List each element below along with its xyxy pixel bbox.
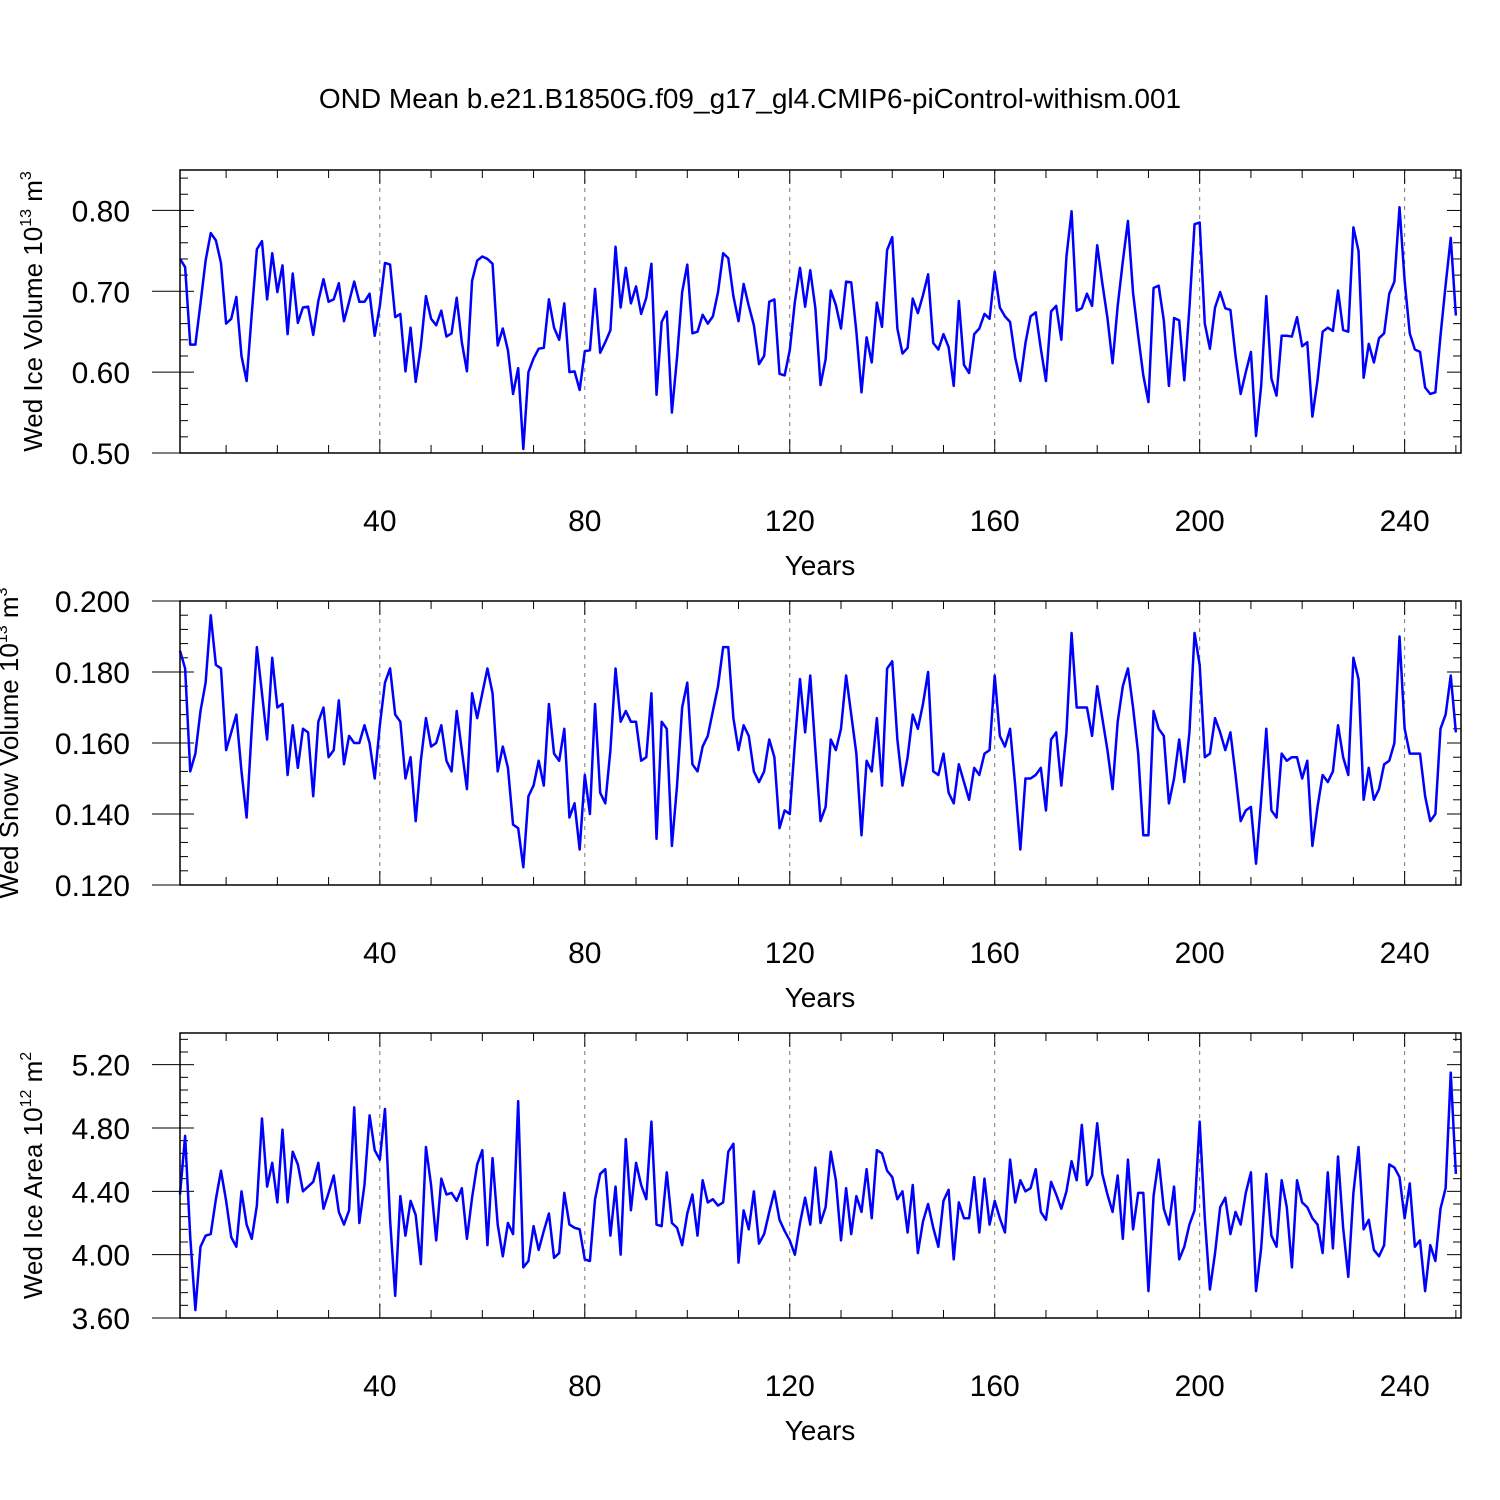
y-axis-title-unit: m (18, 1061, 48, 1090)
x-tick-label: 40 (363, 937, 396, 970)
x-tick-label: 160 (970, 1370, 1020, 1403)
y-tick-label: 0.60 (72, 357, 130, 390)
y-axis-title-unit_sup: 2 (18, 1052, 35, 1061)
x-tick-label: 160 (970, 937, 1020, 970)
y-tick-label: 0.80 (72, 195, 130, 228)
y-tick-label: 0.160 (55, 728, 130, 761)
y-tick-label: 5.20 (72, 1050, 130, 1083)
y-axis-title-sup: 13 (18, 209, 35, 227)
x-tick-label: 120 (765, 1370, 815, 1403)
x-axis-title: Years (785, 550, 856, 581)
y-axis-title: Wed Ice Volume 1013 m3 (18, 171, 48, 452)
y-tick-label: 0.140 (55, 799, 130, 832)
x-tick-label: 80 (568, 937, 601, 970)
y-tick-label: 3.60 (72, 1303, 130, 1336)
x-tick-label: 40 (363, 1370, 396, 1403)
x-tick-label: 160 (970, 505, 1020, 538)
series-line (178, 1071, 1458, 1312)
y-axis-title: Wed Snow Volume 1013 m3 (0, 587, 24, 898)
chart-panel-3: 3.60 4.00 4.40 4.80 5.20 40 80 120 160 200 240 Year… (18, 1032, 1462, 1446)
y-axis-title-main: Wed Ice Volume 10 (18, 227, 48, 452)
chart-panel-1: 0.50 0.60 0.70 0.80 40 80 120 160 200 240 Years Wed… (18, 169, 1462, 581)
x-tick-label: 240 (1380, 937, 1430, 970)
y-axis-title-unit: m (18, 180, 48, 209)
x-axis-title: Years (785, 982, 856, 1013)
x-tick-label: 240 (1380, 505, 1430, 538)
y-axis-title-main: Wed Snow Volume 10 (0, 643, 24, 898)
y-axis-title-sup: 12 (18, 1090, 35, 1108)
y-tick-label: 0.50 (72, 438, 130, 471)
y-tick-label: 4.00 (72, 1240, 130, 1273)
y-tick-label: 0.120 (55, 870, 130, 903)
y-axis-title: Wed Ice Area 1012 m2 (18, 1052, 48, 1299)
x-tick-label: 80 (568, 505, 601, 538)
x-axis-title: Years (785, 1415, 856, 1446)
x-tick-label: 120 (765, 937, 815, 970)
figure-title: OND Mean b.e21.B1850G.f09_g17_gl4.CMIP6-… (319, 83, 1181, 114)
y-axis-title-unit_sup: 3 (0, 587, 11, 596)
x-tick-label: 40 (363, 505, 396, 538)
x-tick-label: 240 (1380, 1370, 1430, 1403)
chart-panel-2: 0.120 0.140 0.160 0.180 0.200 40 80 120 160 200 24… (0, 586, 1462, 1013)
x-tick-label: 200 (1175, 1370, 1225, 1403)
y-tick-label: 4.40 (72, 1176, 130, 1209)
y-axis-title-unit: m (0, 596, 24, 625)
y-axis-title-sup: 13 (0, 625, 11, 643)
x-tick-label: 200 (1175, 505, 1225, 538)
plot-frame (179, 600, 1462, 886)
y-tick-label: 0.180 (55, 657, 130, 690)
plot-frame (179, 1032, 1462, 1319)
series-line (178, 205, 1458, 451)
x-tick-label: 120 (765, 505, 815, 538)
x-tick-label: 80 (568, 1370, 601, 1403)
y-axis-title-unit_sup: 3 (18, 171, 35, 180)
y-axis-title-main: Wed Ice Area 10 (18, 1107, 48, 1299)
y-tick-label: 0.70 (72, 276, 130, 309)
plot-frame (179, 169, 1462, 454)
y-tick-label: 4.80 (72, 1113, 130, 1146)
y-tick-label: 0.200 (55, 586, 130, 619)
x-tick-label: 200 (1175, 937, 1225, 970)
series-line (178, 613, 1458, 869)
